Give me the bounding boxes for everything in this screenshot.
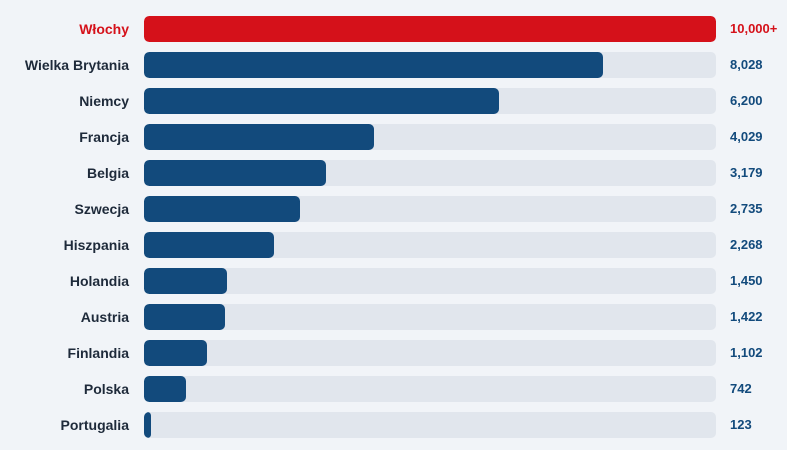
bar-row: Finlandia 1,102 bbox=[0, 340, 787, 366]
value-label: 2,735 bbox=[730, 201, 763, 216]
category-label: Francja bbox=[79, 129, 129, 145]
value-label: 10,000+ bbox=[730, 21, 778, 36]
bar-track bbox=[144, 88, 716, 114]
category-label: Wielka Brytania bbox=[24, 57, 129, 73]
bar-track bbox=[144, 16, 716, 42]
category-label: Austria bbox=[80, 309, 129, 325]
value-label: 742 bbox=[730, 381, 752, 396]
bar-row: Szwecja 2,735 bbox=[0, 196, 787, 222]
bar bbox=[144, 52, 603, 78]
category-label: Holandia bbox=[69, 273, 129, 289]
category-label: Hiszpania bbox=[63, 237, 129, 253]
bar-row: Austria 1,422 bbox=[0, 304, 787, 330]
category-label: Polska bbox=[83, 381, 129, 397]
category-label: Niemcy bbox=[79, 93, 129, 109]
bar bbox=[144, 88, 499, 114]
bar-track bbox=[144, 340, 716, 366]
value-label: 2,268 bbox=[730, 237, 763, 252]
bar-track bbox=[144, 196, 716, 222]
bar-track bbox=[144, 232, 716, 258]
bar-track bbox=[144, 304, 716, 330]
category-label: Włochy bbox=[79, 21, 129, 37]
bar-row: Holandia 1,450 bbox=[0, 268, 787, 294]
bar-track bbox=[144, 268, 716, 294]
bar bbox=[144, 340, 207, 366]
value-label: 3,179 bbox=[730, 165, 763, 180]
value-label: 8,028 bbox=[730, 57, 763, 72]
bar-row: Polska 742 bbox=[0, 376, 787, 402]
bar bbox=[144, 232, 274, 258]
bar-track bbox=[144, 412, 716, 438]
category-label: Belgia bbox=[86, 165, 129, 181]
bar-track bbox=[144, 376, 716, 402]
bar-row: Francja 4,029 bbox=[0, 124, 787, 150]
bar bbox=[144, 160, 326, 186]
bar-track bbox=[144, 160, 716, 186]
bar-row: Włochy 10,000+ bbox=[0, 16, 787, 42]
value-label: 4,029 bbox=[730, 129, 763, 144]
bar bbox=[144, 124, 374, 150]
bar-row: Hiszpania 2,268 bbox=[0, 232, 787, 258]
value-label: 1,102 bbox=[730, 345, 763, 360]
bar-row: Belgia 3,179 bbox=[0, 160, 787, 186]
bar-row: Niemcy 6,200 bbox=[0, 88, 787, 114]
value-label: 6,200 bbox=[730, 93, 763, 108]
value-label: 123 bbox=[730, 417, 752, 432]
category-label: Szwecja bbox=[74, 201, 129, 217]
category-label: Finlandia bbox=[67, 345, 129, 361]
bar bbox=[144, 16, 716, 42]
bar-row: Portugalia 123 bbox=[0, 412, 787, 438]
bar bbox=[144, 304, 225, 330]
bar bbox=[144, 376, 186, 402]
bar-track bbox=[144, 52, 716, 78]
value-label: 1,450 bbox=[730, 273, 763, 288]
category-label: Portugalia bbox=[60, 417, 129, 433]
value-label: 1,422 bbox=[730, 309, 763, 324]
bar bbox=[144, 412, 151, 438]
bar bbox=[144, 196, 300, 222]
bar-track bbox=[144, 124, 716, 150]
bar bbox=[144, 268, 227, 294]
bar-row: Wielka Brytania 8,028 bbox=[0, 52, 787, 78]
